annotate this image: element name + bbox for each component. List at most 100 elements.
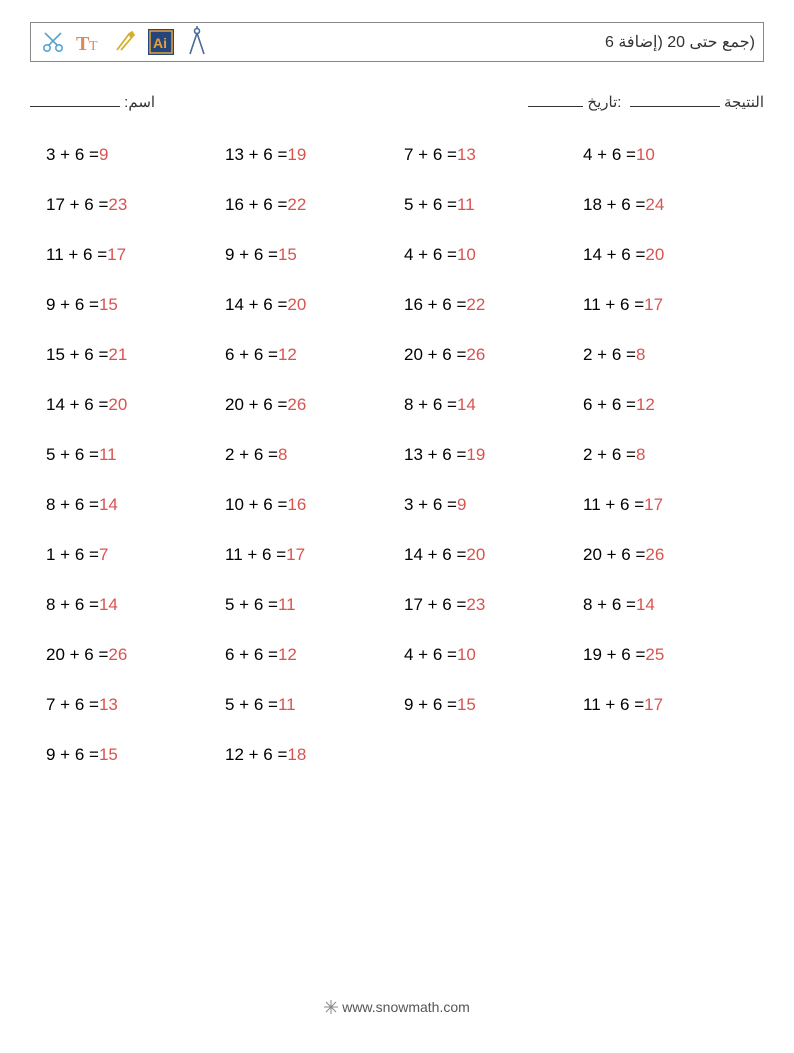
equation: 11 + 6 = [583, 295, 644, 315]
scissors-icon[interactable] [37, 26, 69, 58]
answer: 26 [108, 645, 127, 665]
equation: 20 + 6 = [404, 345, 466, 365]
answer: 17 [107, 245, 126, 265]
problem-cell: 16 + 6 = 22 [225, 180, 396, 230]
worksheet-title: (جمع حتى 20 (إضافة 6 [605, 32, 755, 52]
answer: 11 [99, 445, 117, 465]
answer: 23 [466, 595, 485, 615]
equation: 5 + 6 = [225, 695, 278, 715]
equation: 17 + 6 = [404, 595, 466, 615]
equation: 20 + 6 = [583, 545, 645, 565]
problem-cell: 6 + 6 = 12 [225, 330, 396, 380]
answer: 26 [466, 345, 485, 365]
answer: 10 [457, 645, 476, 665]
problem-cell: 7 + 6 = 13 [404, 130, 575, 180]
problem-cell: 14 + 6 = 20 [404, 530, 575, 580]
equation: 8 + 6 = [46, 595, 99, 615]
equation: 12 + 6 = [225, 745, 287, 765]
answer: 11 [278, 595, 296, 615]
problem-cell: 9 + 6 = 15 [46, 280, 217, 330]
equation: 3 + 6 = [46, 145, 99, 165]
svg-text:Ai: Ai [153, 35, 167, 51]
answer: 22 [466, 295, 485, 315]
problem-cell: 5 + 6 = 11 [404, 180, 575, 230]
answer: 13 [457, 145, 476, 165]
problem-cell: 13 + 6 = 19 [225, 130, 396, 180]
equation: 2 + 6 = [583, 345, 636, 365]
answer: 16 [287, 495, 306, 515]
text-icon[interactable]: TT [73, 26, 105, 58]
problem-cell: 8 + 6 = 14 [404, 380, 575, 430]
equation: 5 + 6 = [46, 445, 99, 465]
ai-icon[interactable]: Ai [145, 26, 177, 58]
problem-cell: 7 + 6 = 13 [46, 680, 217, 730]
answer: 22 [287, 195, 306, 215]
answer: 14 [457, 395, 476, 415]
date-blank [528, 92, 583, 107]
toolbar-icons: TT Ai [37, 26, 213, 58]
problem-cell: 19 + 6 = 25 [583, 630, 754, 680]
equation: 14 + 6 = [404, 545, 466, 565]
problem-cell: 5 + 6 = 11 [225, 680, 396, 730]
problem-cell: 11 + 6 = 17 [583, 680, 754, 730]
answer: 11 [457, 195, 475, 215]
tools-icon[interactable] [109, 26, 141, 58]
problem-cell: 8 + 6 = 14 [46, 480, 217, 530]
answer: 25 [645, 645, 664, 665]
svg-text:T: T [76, 33, 90, 55]
problem-cell: 5 + 6 = 11 [225, 580, 396, 630]
answer: 17 [644, 695, 663, 715]
problem-cell: 17 + 6 = 23 [404, 580, 575, 630]
problem-cell: 3 + 6 = 9 [46, 130, 217, 180]
problem-cell: 14 + 6 = 20 [583, 230, 754, 280]
equation: 4 + 6 = [583, 145, 636, 165]
answer: 14 [636, 595, 655, 615]
answer: 10 [457, 245, 476, 265]
answer: 18 [287, 745, 306, 765]
answer: 26 [287, 395, 306, 415]
problem-cell: 9 + 6 = 15 [404, 680, 575, 730]
answer: 12 [636, 395, 655, 415]
answer: 19 [287, 145, 306, 165]
problem-cell: 20 + 6 = 26 [404, 330, 575, 380]
equation: 11 + 6 = [46, 245, 107, 265]
score-date-field: النتيجة :تاريخ [528, 92, 764, 111]
problem-cell: 5 + 6 = 11 [46, 430, 217, 480]
answer: 20 [466, 545, 485, 565]
problem-cell: 11 + 6 = 17 [583, 480, 754, 530]
answer: 7 [99, 545, 108, 565]
score-blank [630, 92, 720, 107]
equation: 9 + 6 = [46, 745, 99, 765]
name-blank [30, 92, 120, 107]
equation: 13 + 6 = [225, 145, 287, 165]
svg-text:T: T [89, 39, 98, 54]
problem-cell: 16 + 6 = 22 [404, 280, 575, 330]
answer: 21 [108, 345, 127, 365]
answer: 14 [99, 595, 118, 615]
equation: 14 + 6 = [46, 395, 108, 415]
answer: 20 [645, 245, 664, 265]
equation: 9 + 6 = [225, 245, 278, 265]
equation: 8 + 6 = [46, 495, 99, 515]
equation: 6 + 6 = [225, 645, 278, 665]
equation: 2 + 6 = [225, 445, 278, 465]
answer: 14 [99, 495, 118, 515]
problem-cell: 11 + 6 = 17 [225, 530, 396, 580]
problem-cell: 4 + 6 = 10 [583, 130, 754, 180]
problem-cell: 2 + 6 = 8 [225, 430, 396, 480]
answer: 15 [278, 245, 297, 265]
date-label: :تاريخ [587, 94, 621, 111]
problem-cell: 12 + 6 = 18 [225, 730, 396, 780]
equation: 11 + 6 = [225, 545, 286, 565]
problem-cell: 4 + 6 = 10 [404, 630, 575, 680]
equation: 10 + 6 = [225, 495, 287, 515]
compass-icon[interactable] [181, 26, 213, 58]
equation: 7 + 6 = [404, 145, 457, 165]
answer: 17 [644, 495, 663, 515]
answer: 12 [278, 345, 297, 365]
equation: 11 + 6 = [583, 495, 644, 515]
answer: 13 [99, 695, 118, 715]
problem-cell: 6 + 6 = 12 [583, 380, 754, 430]
problem-cell: 9 + 6 = 15 [46, 730, 217, 780]
equation: 6 + 6 = [225, 345, 278, 365]
